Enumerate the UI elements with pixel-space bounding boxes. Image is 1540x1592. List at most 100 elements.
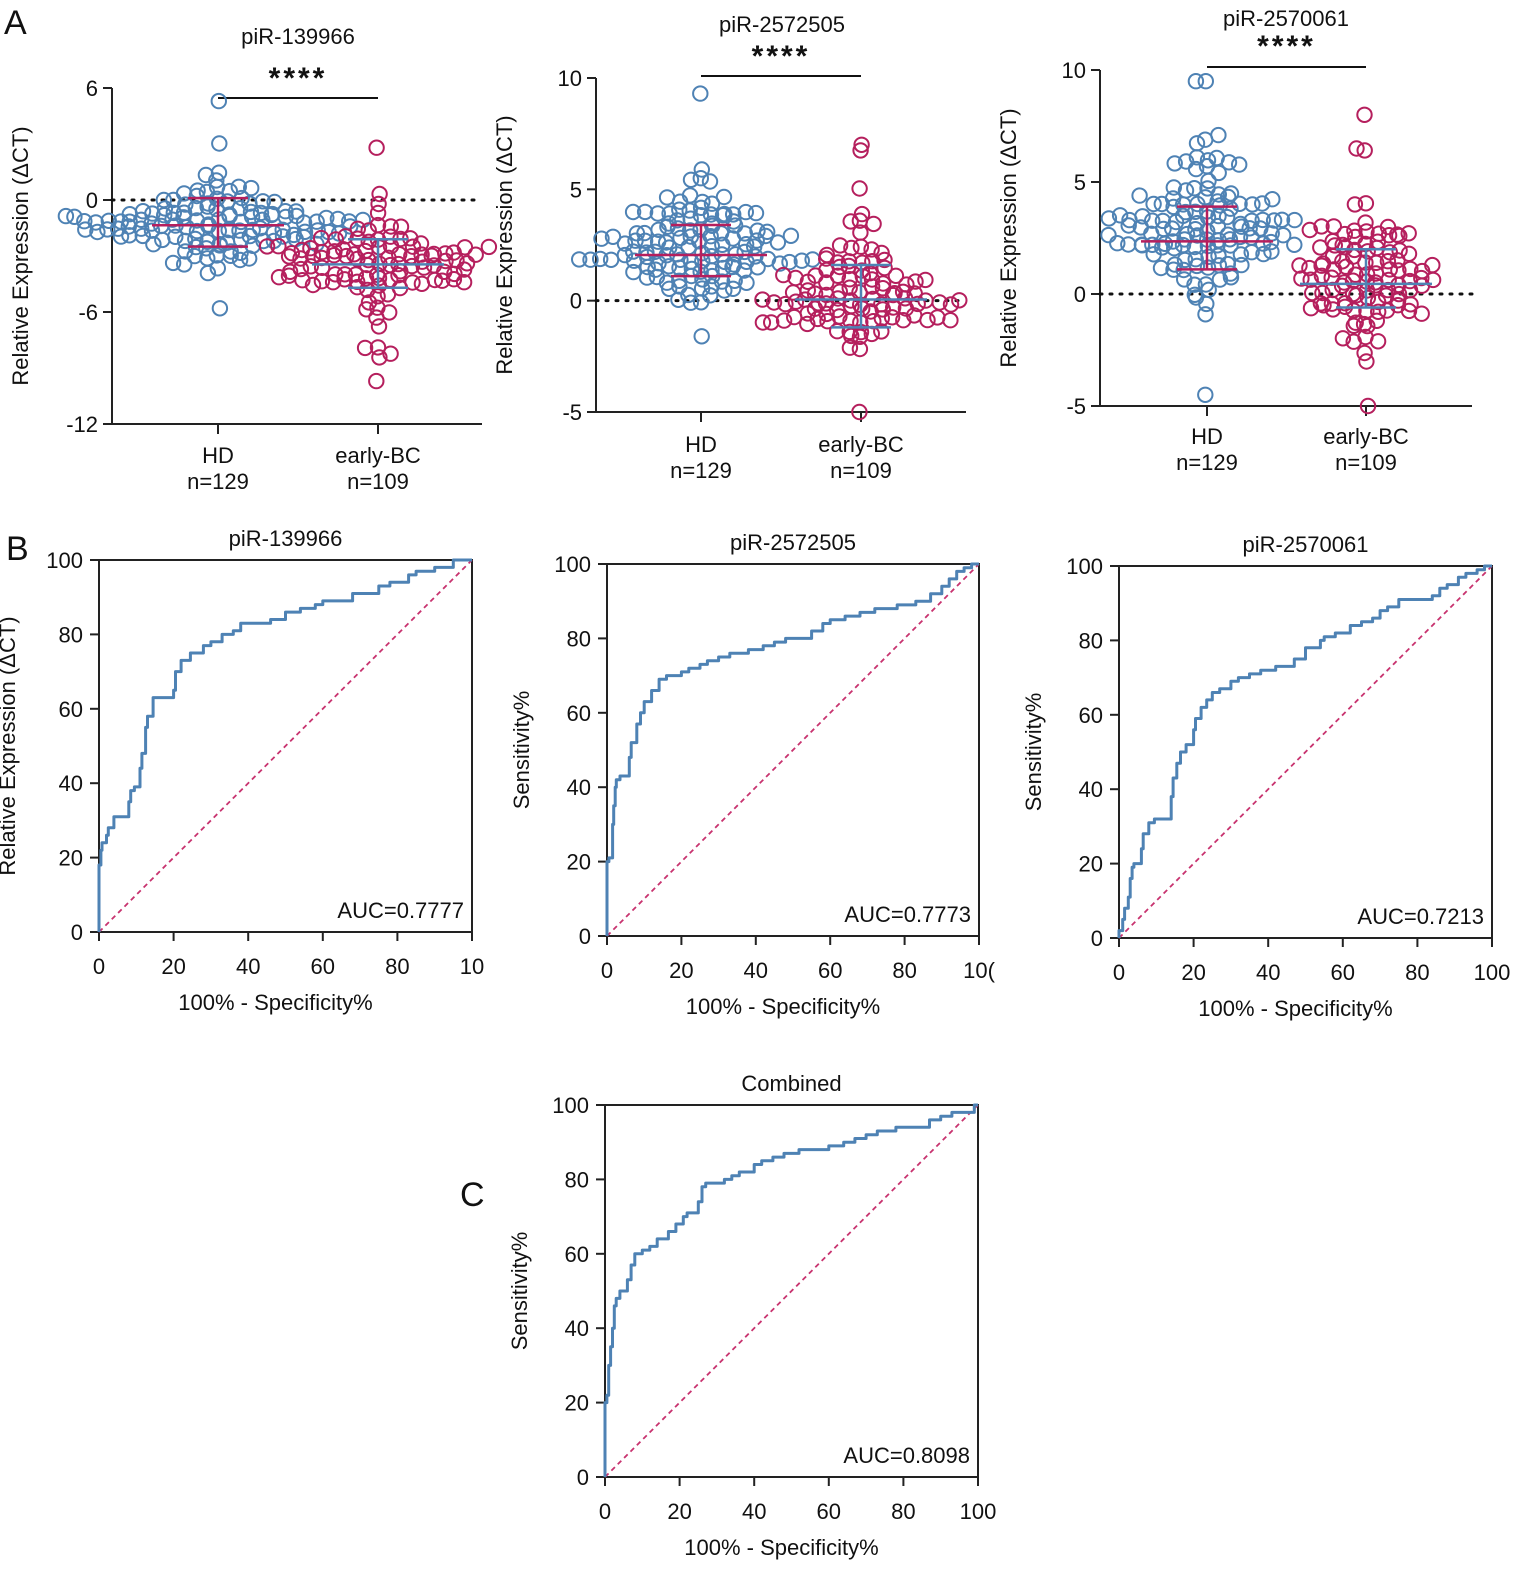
data-point xyxy=(784,284,802,301)
roc-curve xyxy=(1117,564,1492,938)
data-point xyxy=(382,345,399,362)
data-point xyxy=(1358,353,1375,370)
data-point xyxy=(1314,255,1332,272)
data-point xyxy=(302,258,319,275)
y-tick-label: 20 xyxy=(565,1391,589,1416)
data-point xyxy=(1400,225,1417,242)
data-point xyxy=(692,85,709,102)
data-point xyxy=(1232,246,1250,263)
data-point xyxy=(672,229,689,247)
data-point xyxy=(66,208,83,226)
data-point xyxy=(1391,242,1408,259)
data-point xyxy=(455,274,473,291)
data-point xyxy=(357,270,375,287)
data-point xyxy=(231,251,249,269)
x-tick-label: 100 xyxy=(1474,960,1511,985)
y-tick-label: 20 xyxy=(59,846,83,871)
data-point xyxy=(1210,164,1227,182)
data-point xyxy=(649,205,666,222)
data-point xyxy=(154,231,171,249)
data-point xyxy=(368,139,385,156)
data-point xyxy=(1359,243,1376,260)
group-label: HD xyxy=(202,443,234,468)
y-tick-label: 80 xyxy=(59,622,83,647)
data-point xyxy=(327,266,344,283)
data-point xyxy=(1389,226,1406,243)
data-point xyxy=(693,161,710,178)
panel-label-b: B xyxy=(6,530,29,568)
x-axis-title: 100% - Specificity% xyxy=(178,990,372,1015)
group-n-label: n=129 xyxy=(187,469,249,494)
x-tick-label: 20 xyxy=(1181,960,1205,985)
data-point xyxy=(112,228,130,245)
data-point xyxy=(1336,225,1354,243)
data-point xyxy=(771,255,788,272)
data-point xyxy=(369,204,387,222)
data-point xyxy=(851,180,868,197)
data-point xyxy=(1165,179,1183,196)
data-point xyxy=(337,228,354,245)
significance-stars: **** xyxy=(1257,30,1316,63)
data-point xyxy=(843,327,860,345)
y-tick-label: 0 xyxy=(577,1465,589,1490)
data-point xyxy=(175,204,193,221)
data-point xyxy=(694,193,711,211)
data-point xyxy=(1313,257,1330,274)
data-point xyxy=(929,309,946,326)
y-tick-label: 40 xyxy=(59,771,83,796)
x-axis-title: 100% - Specificity% xyxy=(686,994,880,1019)
reference-diagonal xyxy=(98,559,473,933)
data-point xyxy=(1231,195,1248,213)
data-point xyxy=(1334,253,1351,270)
data-point xyxy=(1286,211,1303,229)
data-point xyxy=(1210,186,1228,203)
data-point xyxy=(1187,73,1205,90)
data-point xyxy=(403,257,421,275)
y-tick-label: 40 xyxy=(567,775,591,800)
data-point xyxy=(1233,218,1250,235)
x-tick-label: 40 xyxy=(1256,960,1280,985)
data-point xyxy=(724,280,742,297)
data-point xyxy=(164,254,182,272)
x-tick-label: 60 xyxy=(817,1499,841,1524)
group-n-label: n=109 xyxy=(347,469,409,494)
data-point xyxy=(165,204,183,222)
data-point xyxy=(851,403,868,421)
data-point xyxy=(1291,257,1308,274)
data-point xyxy=(145,236,162,253)
data-point xyxy=(873,323,890,340)
data-point xyxy=(660,215,677,232)
roc-curve xyxy=(97,558,472,932)
y-tick-label: 0 xyxy=(71,920,83,945)
y-tick-label: 60 xyxy=(565,1242,589,1267)
data-point xyxy=(1345,317,1363,334)
data-point xyxy=(625,243,642,260)
data-point xyxy=(876,251,893,269)
y-tick-label: -6 xyxy=(78,300,98,325)
x-tick-label: 80 xyxy=(892,958,916,983)
data-point xyxy=(1379,253,1397,270)
data-point xyxy=(1359,397,1377,415)
data-point xyxy=(1187,203,1204,221)
data-point xyxy=(1348,140,1365,157)
group-label: HD xyxy=(1191,424,1223,449)
significance-stars: **** xyxy=(752,40,811,73)
data-point xyxy=(716,282,733,299)
data-point xyxy=(220,221,237,239)
data-point xyxy=(638,244,655,261)
data-point xyxy=(1186,276,1203,293)
data-point xyxy=(313,259,331,276)
data-point xyxy=(1222,185,1240,202)
data-point xyxy=(1200,172,1217,190)
data-point xyxy=(769,234,787,251)
data-point xyxy=(669,220,687,237)
x-tick-label: 60 xyxy=(311,954,335,979)
data-point xyxy=(304,247,322,265)
data-point xyxy=(693,328,710,345)
auc-label: AUC=0.7777 xyxy=(337,898,464,923)
scatter-chart-2: piR-2572505 Relative Expression (ΔCT) 10 5 0… xyxy=(492,12,968,483)
data-point xyxy=(222,247,239,265)
data-point xyxy=(1265,212,1283,229)
data-point xyxy=(456,239,474,256)
x-tick-label: 60 xyxy=(1331,960,1355,985)
